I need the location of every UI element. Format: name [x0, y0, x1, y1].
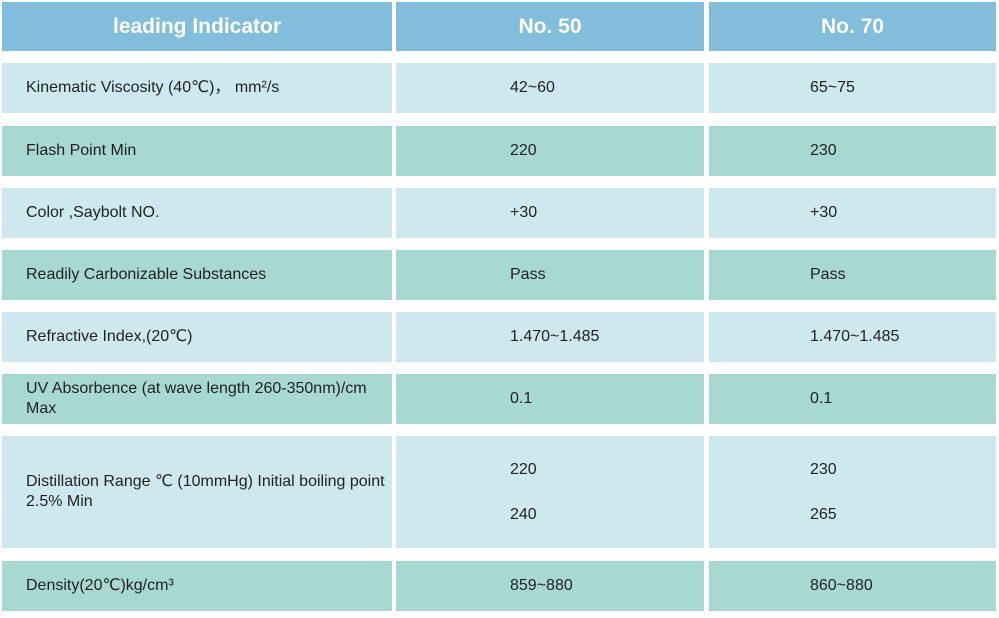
table-cell: UV Absorbence (at wave length 260-350nm)…: [2, 374, 392, 424]
cell-text: 230: [810, 142, 837, 159]
table-cell: 220: [396, 126, 704, 176]
cell-text: 230: [810, 460, 837, 478]
cell-text: 0.1: [510, 390, 533, 407]
cell-text: 859~880: [510, 577, 573, 594]
cell-text: 265: [810, 505, 837, 523]
table-cell: Pass: [396, 250, 704, 300]
cell-text: 1.470~1.485: [810, 328, 900, 345]
cell-text: +30: [510, 204, 538, 221]
cell-text: leading Indicator: [112, 14, 282, 38]
cell-text: Readily Carbonizable Substances: [26, 266, 267, 283]
cell-text: Density(20℃)kg/cm³: [26, 577, 174, 594]
table-cell: Color ,Saybolt NO.: [2, 188, 392, 238]
table-cell: Refractive Index,(20℃): [2, 312, 392, 362]
table-cell: Kinematic Viscosity (40℃)， mm²/s: [2, 63, 392, 113]
table-cell: 859~880: [396, 561, 704, 611]
table-cell: 0.1: [709, 374, 996, 424]
cell-text: Pass: [810, 266, 846, 283]
table-cell: Flash Point Min: [2, 126, 392, 176]
cell-text: Pass: [510, 266, 546, 283]
table-cell: 65~75: [709, 63, 996, 113]
table-cell: 230: [709, 126, 996, 176]
table-cell: 230 265: [709, 436, 996, 548]
cell-text: 220: [510, 460, 537, 478]
table-cell: 0.1: [396, 374, 704, 424]
cell-text: Refractive Index,(20℃): [26, 328, 193, 345]
cell-text: 1.470~1.485: [510, 328, 600, 345]
cell-text: No. 70: [820, 14, 885, 38]
cell-text: +30: [810, 204, 838, 221]
table-cell: Distillation Range ℃ (10mmHg) Initial bo…: [2, 436, 392, 548]
header-cell: No. 50: [396, 2, 704, 51]
table-cell: Pass: [709, 250, 996, 300]
table-cell: 42~60: [396, 63, 704, 113]
cell-text: No. 50: [518, 14, 582, 38]
header-cell: leading Indicator: [2, 2, 392, 51]
table-cell: Density(20℃)kg/cm³: [2, 561, 392, 611]
header-cell: No. 70: [709, 2, 996, 51]
table-cell: 1.470~1.485: [396, 312, 704, 362]
cell-text: Kinematic Viscosity (40℃)， mm²/s: [26, 79, 280, 96]
cell-text: UV Absorbence (at wave length 260-350nm)…: [26, 380, 367, 417]
table-cell: +30: [396, 188, 704, 238]
cell-text: 0.1: [810, 390, 833, 407]
cell-text: 42~60: [510, 79, 555, 96]
cell-text: 220: [510, 142, 537, 159]
cell-text: Flash Point Min: [26, 142, 137, 159]
table-cell: Readily Carbonizable Substances: [2, 250, 392, 300]
cell-text: 860~880: [810, 577, 873, 594]
cell-text: Distillation Range ℃ (10mmHg) Initial bo…: [26, 473, 385, 510]
cell-text: Color ,Saybolt NO.: [26, 204, 160, 221]
table-cell: 1.470~1.485: [709, 312, 996, 362]
table-cell: +30: [709, 188, 996, 238]
table-cell: 860~880: [709, 561, 996, 611]
cell-text: 65~75: [810, 79, 855, 96]
cell-text: 240: [510, 505, 537, 523]
table-cell: 220 240: [396, 436, 704, 548]
